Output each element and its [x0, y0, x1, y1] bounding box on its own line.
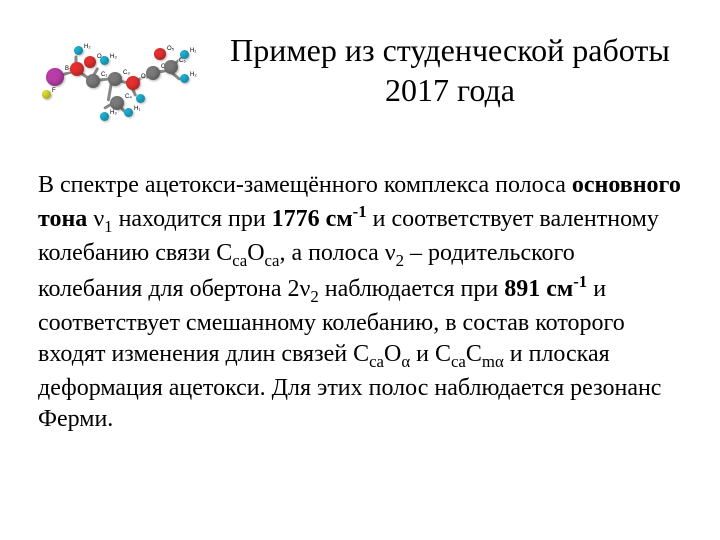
superscript: -1: [573, 272, 587, 291]
atom-label: F: [51, 88, 57, 94]
text: ν: [87, 206, 104, 232]
text: наблюдается при: [319, 276, 504, 302]
text: и C: [410, 341, 451, 367]
atom: [136, 94, 145, 103]
atom: [108, 72, 122, 86]
bold-text: 1776 см-1: [272, 206, 367, 232]
text: O: [247, 240, 264, 266]
superscript: -1: [353, 202, 367, 221]
subscript: ca: [232, 251, 247, 270]
subscript: 2: [310, 287, 318, 306]
atom-label: H₃: [109, 110, 118, 116]
atom: [110, 96, 124, 110]
subscript: 2: [396, 251, 404, 270]
atom: [124, 108, 133, 117]
subscript: ca: [369, 352, 384, 371]
subscript: ca: [451, 352, 466, 371]
atom-label: O₅: [166, 46, 175, 52]
atom: [42, 90, 51, 99]
bold-text: 891 см-1: [504, 276, 587, 302]
atom: [180, 74, 189, 83]
atom-label: H₁: [133, 106, 141, 112]
atom: [74, 46, 83, 55]
body-paragraph: В спектре ацетокси-замещённого комплекса…: [0, 150, 720, 435]
atom: [100, 112, 109, 121]
atom-label: H₃: [109, 54, 118, 60]
atom: [146, 66, 160, 80]
atom: [70, 62, 84, 76]
text: C: [466, 341, 482, 367]
text: , а полоса ν: [279, 240, 395, 266]
atom: [180, 50, 189, 59]
subscript: α: [401, 352, 410, 371]
subscript: 1: [104, 217, 112, 236]
text: находится при: [113, 206, 272, 232]
atom: [100, 56, 109, 65]
atom: [154, 48, 166, 60]
slide-title: Пример из студенческой работы 2017 года: [220, 20, 690, 110]
atom-label: C₄: [124, 94, 133, 100]
atom: [126, 76, 140, 90]
atom: [84, 56, 96, 68]
subscript: ca: [265, 251, 280, 270]
atom: [46, 68, 64, 86]
text: O: [384, 341, 401, 367]
atom-label: H₁: [189, 48, 197, 54]
atom: [86, 74, 100, 88]
atom-label: C₃: [122, 70, 131, 76]
text: В спектре ацетокси-замещённого комплекса…: [38, 172, 572, 198]
subscript: mα: [482, 352, 504, 371]
atom: [164, 60, 178, 74]
molecule-diagram: B₁O₂C₁C₃O₃C₅C₆H₁H₂O₅C₄H₃H₁O₄H₂H₃F: [30, 20, 220, 150]
atom-label: H₂: [83, 44, 92, 50]
atom-label: H₂: [189, 72, 198, 78]
